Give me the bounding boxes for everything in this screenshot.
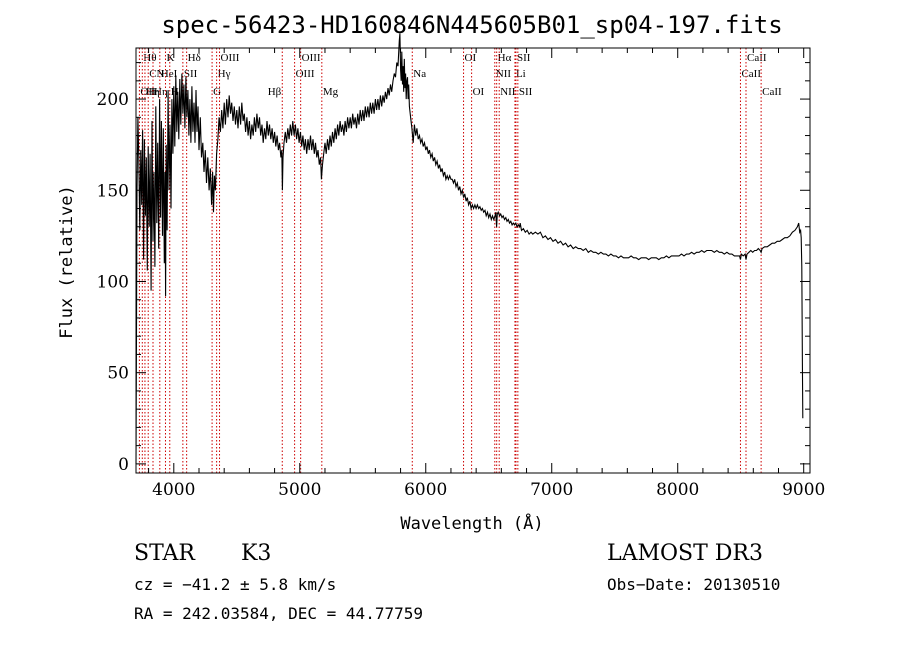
obs-date-text: Obs−Date: 20130510 — [607, 575, 780, 594]
y-tick-label: 100 — [97, 272, 129, 292]
line-marker-label: OI — [473, 86, 485, 98]
emission-line-markers: OIIHθHηCNHηHeIKHSIIHδGHγOIIIHβOIIIOIIIMg… — [138, 48, 782, 473]
line-marker-label: CaII — [762, 86, 782, 98]
redshift-text: cz = −41.2 ± 5.8 km/s — [134, 575, 336, 594]
object-subclass: K3 — [241, 541, 271, 566]
line-marker-label: OI — [465, 52, 477, 64]
object-class: STAR — [134, 541, 196, 566]
chart-title: spec-56423-HD160846N445605B01_sp04-197.f… — [161, 11, 782, 39]
x-axis-label: Wavelength (Å) — [400, 512, 543, 534]
x-tick-label: 7000 — [530, 480, 573, 500]
line-marker-label: Hγ — [218, 68, 231, 80]
x-tick-label: 4000 — [152, 480, 195, 500]
line-marker-label: OIII — [302, 52, 321, 64]
y-tick-label: 0 — [118, 455, 129, 475]
x-axis: 4000 5000 6000 7000 8000 9000 — [148, 48, 825, 500]
line-marker-label: NII — [500, 86, 516, 98]
y-tick-label: 150 — [97, 181, 129, 201]
line-marker-label: Hβ — [268, 86, 282, 98]
x-tick-label: 8000 — [656, 480, 699, 500]
line-marker-label: NII — [496, 68, 512, 80]
x-tick-label: 5000 — [278, 480, 321, 500]
y-axis-label: Flux (relative) — [57, 185, 77, 339]
line-marker-label: Hη — [154, 86, 168, 98]
line-marker-label: SII — [517, 52, 531, 64]
line-marker-label: H — [171, 86, 179, 98]
y-tick-label: 50 — [107, 364, 129, 384]
line-marker-label: CaII — [747, 52, 767, 64]
line-marker-label: Na — [413, 68, 426, 80]
x-tick-label: 6000 — [404, 480, 447, 500]
line-marker-label: K — [166, 52, 174, 64]
line-marker-label: OIII — [296, 68, 315, 80]
plot-frame — [135, 47, 811, 474]
line-marker-label: Mg — [323, 86, 339, 98]
line-marker-label: HeI — [161, 68, 178, 80]
survey-name: LAMOST DR3 — [607, 541, 763, 566]
line-marker-label: SII — [184, 68, 198, 80]
line-marker-label: Hδ — [188, 52, 201, 64]
line-marker-label: OII — [140, 86, 156, 98]
line-marker-label: G — [213, 86, 221, 98]
y-axis: 0 50 100 150 200 — [97, 62, 810, 475]
line-marker-label: Hη — [146, 86, 160, 98]
y-tick-label: 200 — [97, 90, 129, 110]
line-marker-label: Hα — [498, 52, 512, 64]
line-marker-label: SII — [519, 86, 533, 98]
spectrum-series-line — [135, 33, 804, 464]
x-tick-label: 9000 — [782, 480, 825, 500]
line-marker-label: CaII — [741, 68, 761, 80]
line-marker-label: OIII — [221, 52, 240, 64]
line-marker-label: Li — [516, 68, 526, 80]
coordinates-text: RA = 242.03584, DEC = 44.77759 — [134, 604, 423, 623]
